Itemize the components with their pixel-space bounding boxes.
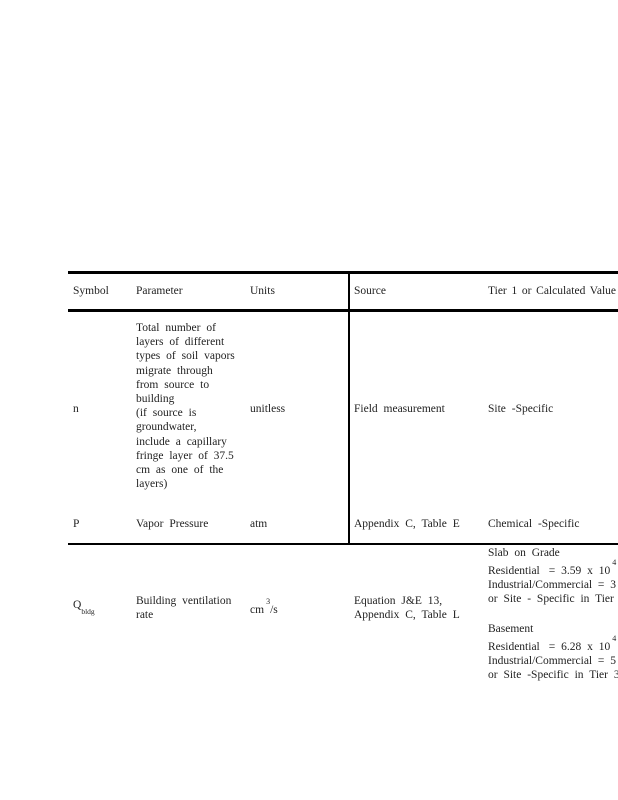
parameter-line: rate: [136, 609, 154, 622]
tier-slab-title: Slab on Grade: [488, 547, 560, 559]
parameter-line: cm as one of the: [136, 464, 224, 477]
residential-exponent: 4: [612, 633, 617, 643]
cell-tier-p: Chemical -Specific: [488, 518, 580, 530]
source-line: Equation J&E 13,: [354, 595, 443, 607]
units-base: cm: [250, 603, 265, 616]
parameter-line: (if source is: [136, 407, 197, 420]
tier-slab-industrial: Industrial/Commercial = 3: [488, 578, 616, 592]
parameter-line: Building ventilation: [136, 595, 232, 607]
parameter-line: building: [136, 393, 175, 406]
tier-basement-industrial: Industrial/Commercial = 5: [488, 654, 616, 668]
parameter-line: layers): [136, 478, 168, 491]
table-top-rule: [68, 271, 618, 274]
residential-value: = 3.59 x 10: [548, 564, 611, 577]
parameter-line: Total number of: [136, 322, 216, 334]
units-rest: /s: [270, 603, 278, 616]
cell-parameter-n: Total number of layers of different type…: [136, 321, 244, 491]
cell-source-n: Field measurement: [354, 403, 445, 415]
parameter-line: layers of different: [136, 336, 225, 349]
table-header-rule: [68, 309, 618, 312]
residential-exponent: 4: [612, 558, 617, 567]
parameter-line: migrate through: [136, 364, 213, 377]
header-symbol: Symbol: [73, 285, 109, 297]
header-parameter: Parameter: [136, 285, 183, 297]
parameter-line: groundwater,: [136, 421, 197, 434]
cell-symbol-n: n: [73, 403, 79, 415]
cell-units-n: unitless: [250, 403, 286, 415]
residential-label: Residential: [488, 564, 540, 577]
cell-parameter-p: Vapor Pressure: [136, 518, 209, 530]
industrial-value: = 5: [597, 654, 616, 667]
parameter-line: from source to: [136, 378, 210, 391]
cell-parameter-qbldg: Building ventilation rate: [136, 594, 246, 622]
parameter-line: fringe layer of 37.5: [136, 449, 234, 462]
units-exponent: 3: [266, 597, 271, 606]
cell-units-p: atm: [250, 518, 268, 530]
cell-symbol-qbldg: Qbldg: [73, 598, 95, 617]
residential-label: Residential: [488, 640, 540, 653]
tier-basement-site: or Site -Specific in Tier 3: [488, 668, 618, 681]
cell-tier-n: Site -Specific: [488, 403, 554, 415]
tier-basement-title: Basement: [488, 622, 534, 635]
symbol-base: Q: [73, 599, 82, 611]
cell-source-p: Appendix C, Table E: [354, 518, 460, 530]
cell-source-qbldg: Equation J&E 13, Appendix C, Table L: [354, 594, 484, 622]
residential-value: = 6.28 x 10: [548, 640, 611, 653]
parameter-line: types of soil vapors: [136, 350, 235, 363]
tier-slab-site: or Site - Specific in Tier 3: [488, 592, 618, 605]
cell-units-qbldg: cm3/s: [250, 597, 278, 617]
tier-slab-residential: Residential = 3.59 x 104: [488, 558, 617, 578]
header-tier: Tier 1 or Calculated Value: [488, 285, 616, 297]
header-source: Source: [354, 285, 386, 297]
table-vertical-divider: [348, 271, 350, 545]
industrial-value: = 3: [597, 578, 616, 591]
industrial-label: Industrial/Commercial: [488, 654, 593, 667]
industrial-label: Industrial/Commercial: [488, 578, 593, 591]
source-line: Appendix C, Table L: [354, 609, 460, 622]
tier-basement-residential: Residential = 6.28 x 104: [488, 633, 617, 654]
cell-symbol-p: P: [73, 518, 80, 530]
cell-tier-qbldg: Slab on Grade Residential = 3.59 x 104 In…: [488, 546, 618, 682]
parameter-line: include a capillary: [136, 435, 227, 448]
table-mid-rule: [68, 543, 618, 545]
symbol-subscript: bldg: [81, 607, 95, 617]
header-units: Units: [250, 285, 275, 297]
